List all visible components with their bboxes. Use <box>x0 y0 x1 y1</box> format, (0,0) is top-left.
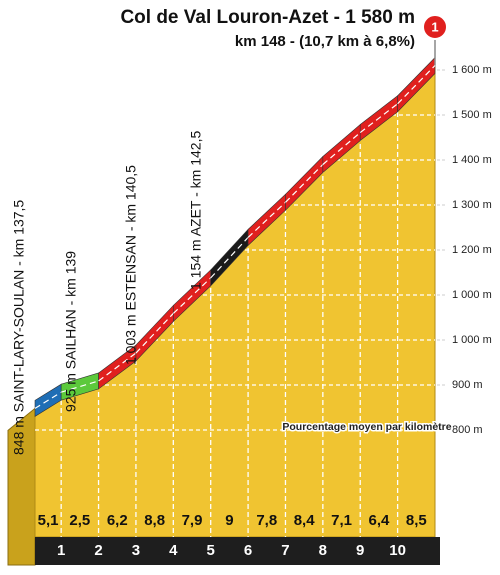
chart-subtitle: km 148 - (10,7 km à 6,8%) <box>235 33 415 50</box>
ridge-dash <box>247 201 286 238</box>
ridge-dash <box>135 313 174 354</box>
gradient-label: 8,4 <box>294 512 316 529</box>
y-tick-label: 800 m <box>452 424 483 436</box>
gradient-label: 5,1 <box>38 512 59 529</box>
x-tick-label: 2 <box>94 542 102 559</box>
x-tick-label: 4 <box>169 542 178 559</box>
y-tick-label: 1 600 m <box>452 64 492 76</box>
x-tick-label: 10 <box>389 542 406 559</box>
gradient-label: 2,5 <box>69 512 90 529</box>
gradient-segment <box>397 56 436 113</box>
y-tick-label: 1 300 m <box>452 199 492 211</box>
y-tick-label: 1 400 m <box>452 154 492 166</box>
summit-pin <box>422 14 448 40</box>
waypoint-label: 1 003 m ESTENSAN - km 140,5 <box>123 165 139 365</box>
ridge-dash <box>60 380 99 393</box>
x-tick-label: 9 <box>356 542 364 559</box>
ridge-dash <box>285 164 324 203</box>
x-tick-label: 1 <box>57 542 65 559</box>
elevation-area <box>34 64 436 538</box>
chart-title: Col de Val Louron-Azet - 1 580 m <box>120 7 415 28</box>
y-tick-label: 900 m <box>452 379 483 391</box>
summit-marker: 1 <box>431 19 438 34</box>
y-tick-label: 1 000 m <box>452 334 492 346</box>
y-tick-label: 1 500 m <box>452 109 492 121</box>
gradient-label: 7,8 <box>256 512 277 529</box>
x-tick-label: 3 <box>132 542 140 559</box>
y-tick-label: 1 200 m <box>452 244 492 256</box>
ridge-dash <box>397 65 436 105</box>
gradient-label: 8,8 <box>144 512 165 529</box>
annotation: Pourcentage moyen par kilomètre <box>282 421 451 433</box>
ridge-dash <box>322 132 361 165</box>
waypoint-label: 925 m SAILHAN - km 139 <box>63 251 79 412</box>
ridge-dash <box>172 277 212 314</box>
waypoint-label: 848 m SAINT-LARY-SOULAN - km 137,5 <box>11 200 27 455</box>
x-tick-label: 6 <box>244 542 252 559</box>
x-tick-label: 8 <box>319 542 327 559</box>
ridge-dash <box>98 352 137 382</box>
ridge-dash <box>34 391 62 409</box>
gradient-label: 7,9 <box>182 512 203 529</box>
x-tick-label: 5 <box>207 542 215 559</box>
ridge-dash <box>359 103 398 134</box>
y-tick-label: 1 000 m <box>452 289 492 301</box>
gradient-label: 8,5 <box>406 512 427 529</box>
ridge-dash <box>210 236 249 279</box>
gradient-label: 6,4 <box>368 512 390 529</box>
gradient-label: 6,2 <box>107 512 128 529</box>
waypoint-label: 1 154 m AZET - km 142,5 <box>188 131 204 290</box>
gradient-label: 7,1 <box>331 512 352 529</box>
gradient-label: 9 <box>225 512 233 529</box>
x-tick-label: 7 <box>281 542 289 559</box>
km-strip <box>35 537 440 565</box>
